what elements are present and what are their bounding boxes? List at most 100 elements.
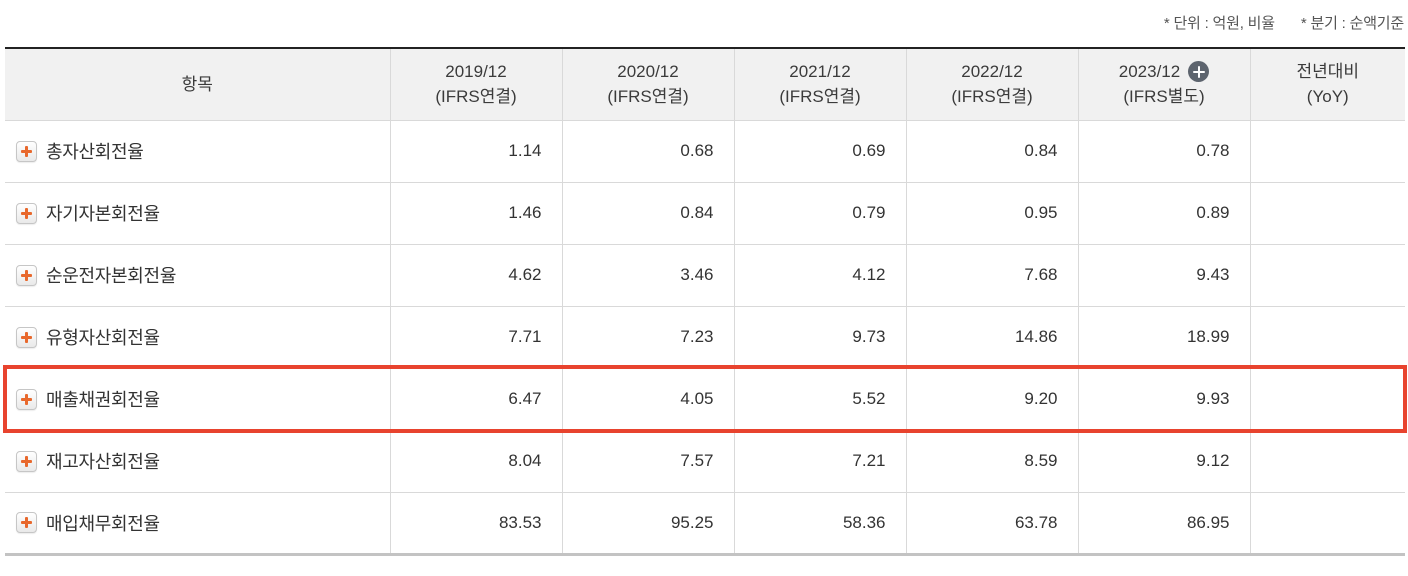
basis-label: (IFRS연결) (779, 87, 861, 107)
value-cell: 9.43 (1077, 244, 1250, 307)
table-row-highlighted: 매출채권회전율 6.47 4.05 5.52 9.20 9.93 (5, 368, 1405, 431)
expand-row-button[interactable] (16, 512, 37, 533)
value-cell: 63.78 (905, 492, 1078, 555)
column-header-2019-12: 2019/12 (IFRS연결) (389, 48, 562, 121)
period-label: 2021/12 (789, 62, 851, 82)
expand-row-button[interactable] (16, 326, 37, 348)
period-label: 2019/12 (445, 62, 507, 82)
header-row: 항목 2019/12 (IFRS연결) 2020/12 (IFRS연결) 202… (5, 48, 1405, 121)
expand-row-button[interactable] (16, 388, 37, 410)
value-cell: 8.59 (905, 430, 1078, 493)
period-label: 전년대비 (1296, 62, 1360, 82)
value-cell: 14.86 (905, 306, 1078, 369)
value-cell: 0.84 (905, 120, 1078, 183)
value-cell: 83.53 (389, 492, 562, 555)
row-label-cell: 매출채권회전율 (5, 368, 390, 431)
value-cell: 4.05 (561, 368, 734, 431)
row-label-cell: 유형자산회전율 (5, 306, 390, 369)
value-cell: 7.21 (733, 430, 906, 493)
plus-icon (21, 393, 32, 405)
table-row: 매입채무회전율 83.53 95.25 58.36 63.78 86.95 (5, 492, 1405, 555)
value-cell: 7.68 (905, 244, 1078, 307)
value-cell: 0.79 (733, 182, 906, 245)
yoy-cell (1249, 306, 1405, 369)
value-cell: 3.46 (561, 244, 734, 307)
plus-icon (21, 145, 32, 157)
value-cell: 5.52 (733, 368, 906, 431)
value-cell: 0.84 (561, 182, 734, 245)
plus-icon (21, 331, 32, 343)
yoy-cell (1249, 120, 1405, 183)
column-header-2022-12: 2022/12 (IFRS연결) (905, 48, 1078, 121)
value-cell: 4.12 (733, 244, 906, 307)
row-label: 재고자산회전율 (46, 452, 160, 472)
plus-icon (21, 517, 32, 528)
yoy-cell (1249, 244, 1405, 307)
row-label-cell: 총자산회전율 (5, 120, 390, 183)
value-cell: 0.95 (905, 182, 1078, 245)
value-cell: 6.47 (389, 368, 562, 431)
yoy-cell (1249, 492, 1405, 555)
column-header-yoy: 전년대비 (YoY) (1249, 48, 1405, 121)
expand-row-button[interactable] (16, 202, 37, 224)
row-label: 자기자본회전율 (46, 204, 160, 224)
value-cell: 0.78 (1077, 120, 1250, 183)
value-cell: 7.71 (389, 306, 562, 369)
expand-row-button[interactable] (16, 264, 37, 286)
value-cell: 8.04 (389, 430, 562, 493)
value-cell: 4.62 (389, 244, 562, 307)
basis-label: (IFRS연결) (435, 87, 517, 107)
financial-ratio-table: 항목 2019/12 (IFRS연결) 2020/12 (IFRS연결) 202… (5, 47, 1405, 556)
value-cell: 7.23 (561, 306, 734, 369)
value-cell: 9.12 (1077, 430, 1250, 493)
row-label: 순운전자본회전율 (46, 266, 177, 286)
plus-icon (21, 207, 32, 219)
period-label: 2022/12 (961, 62, 1023, 82)
column-header-2023-12: 2023/12 (IFRS별도) (1077, 48, 1250, 121)
table-row: 총자산회전율 1.14 0.68 0.69 0.84 0.78 (5, 120, 1405, 183)
unit-note: * 단위 : 억원, 비율 (1163, 15, 1275, 32)
table-container: 항목 2019/12 (IFRS연결) 2020/12 (IFRS연결) 202… (3, 47, 1407, 556)
value-cell: 86.95 (1077, 492, 1250, 555)
value-cell: 95.25 (561, 492, 734, 555)
value-cell: 1.46 (389, 182, 562, 245)
value-cell: 0.69 (733, 120, 906, 183)
table-row: 유형자산회전율 7.71 7.23 9.73 14.86 18.99 (5, 306, 1405, 369)
basis-label: (IFRS연결) (951, 87, 1033, 107)
row-label-cell: 순운전자본회전율 (5, 244, 390, 307)
basis-note: * 분기 : 순액기준 (1300, 15, 1404, 32)
period-label: 2023/12 (1118, 62, 1181, 82)
value-cell: 9.73 (733, 306, 906, 369)
basis-label: (IFRS별도) (1123, 87, 1205, 107)
row-label: 매출채권회전율 (46, 390, 160, 410)
expand-row-button[interactable] (16, 140, 37, 162)
column-header-2021-12: 2021/12 (IFRS연결) (733, 48, 906, 121)
basis-label: (IFRS연결) (607, 87, 689, 107)
value-cell: 0.68 (561, 120, 734, 183)
expand-row-button[interactable] (16, 450, 37, 472)
value-cell: 18.99 (1077, 306, 1250, 369)
basis-label: (YoY) (1306, 87, 1349, 107)
value-cell: 7.57 (561, 430, 734, 493)
row-label: 매입채무회전율 (46, 513, 160, 534)
plus-icon (21, 269, 32, 281)
table-row: 재고자산회전율 8.04 7.57 7.21 8.59 9.12 (5, 430, 1405, 493)
row-label-cell: 매입채무회전율 (5, 492, 390, 555)
plus-icon (21, 455, 32, 467)
column-header-2020-12: 2020/12 (IFRS연결) (561, 48, 734, 121)
row-label-cell: 자기자본회전율 (5, 182, 390, 245)
value-cell: 58.36 (733, 492, 906, 555)
yoy-cell (1249, 368, 1405, 431)
row-label: 유형자산회전율 (46, 328, 160, 348)
plus-circle-icon[interactable] (1188, 61, 1210, 83)
table-notes: * 단위 : 억원, 비율 * 분기 : 순액기준 (1164, 12, 1404, 33)
row-label: 총자산회전율 (46, 142, 144, 162)
value-cell: 9.20 (905, 368, 1078, 431)
table-row: 자기자본회전율 1.46 0.84 0.79 0.95 0.89 (5, 182, 1405, 245)
table-row: 순운전자본회전율 4.62 3.46 4.12 7.68 9.43 (5, 244, 1405, 307)
column-header-item: 항목 (5, 48, 390, 121)
yoy-cell (1249, 430, 1405, 493)
period-label: 2020/12 (617, 62, 679, 82)
yoy-cell (1249, 182, 1405, 245)
